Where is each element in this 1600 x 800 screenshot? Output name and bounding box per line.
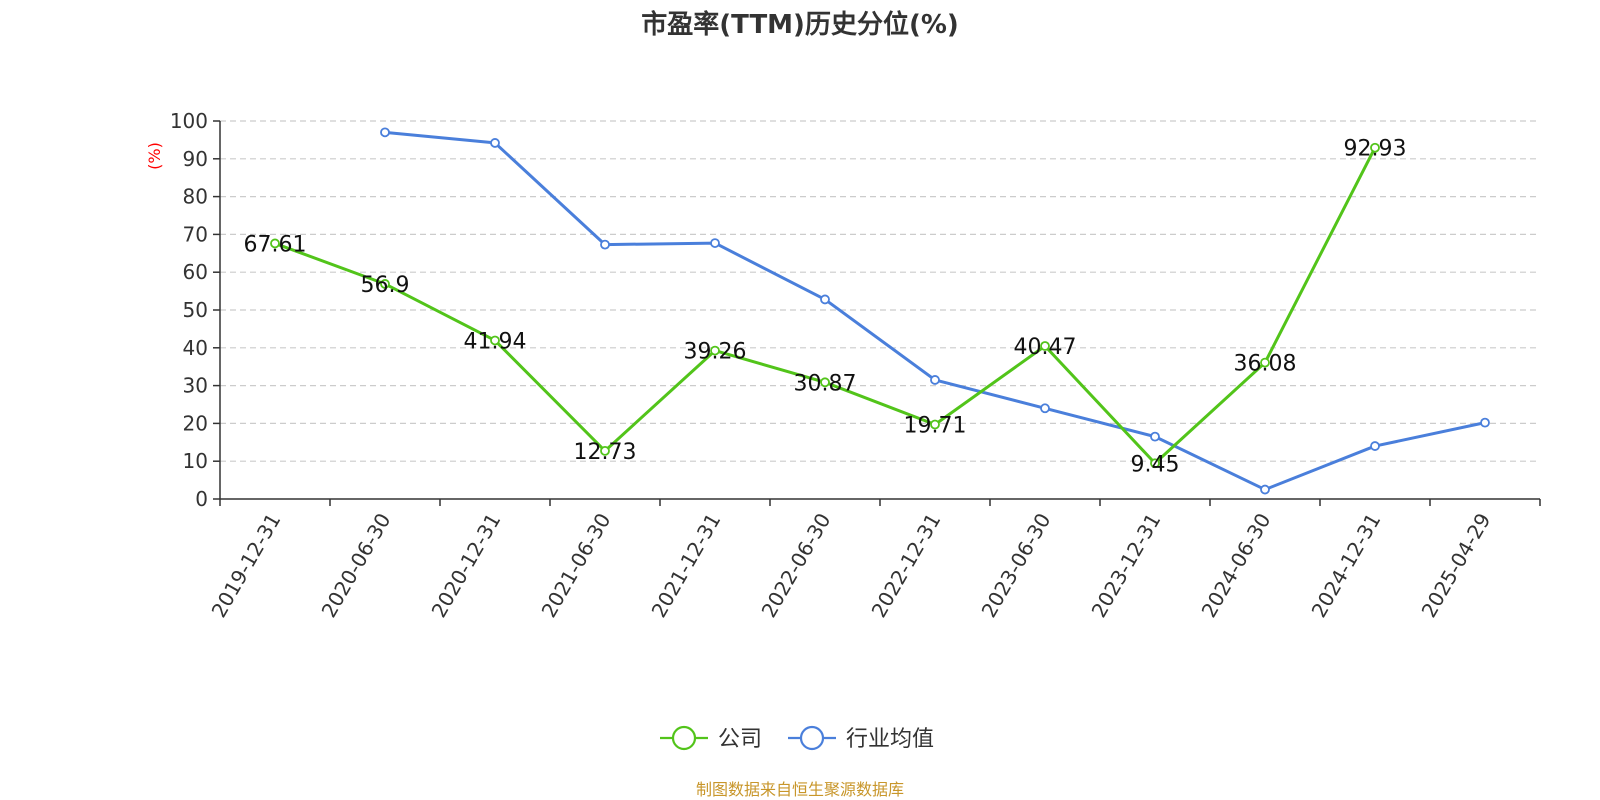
legend-label: 公司 <box>718 727 762 752</box>
data-label: 12.73 <box>574 440 637 465</box>
x-tick-label: 2022-06-30 <box>756 509 835 622</box>
legend-label: 行业均值 <box>846 727 934 752</box>
data-point[interactable] <box>930 419 940 430</box>
legend-item-1[interactable]: 行业均值 <box>788 725 934 752</box>
x-tick-label: 2022-12-31 <box>866 509 945 622</box>
y-tick-label: 100 <box>170 109 208 133</box>
data-point[interactable] <box>820 377 830 388</box>
series-line <box>274 147 1377 465</box>
x-tick-label: 2023-12-31 <box>1086 509 1165 622</box>
x-tick-label: 2025-04-29 <box>1416 509 1495 622</box>
y-axis-label: (%) <box>145 142 164 170</box>
x-tick-label: 2024-06-30 <box>1196 509 1275 622</box>
data-point[interactable] <box>1370 142 1380 153</box>
x-tick-label: 2021-12-31 <box>646 509 725 622</box>
legend-item-0[interactable]: 公司 <box>660 725 762 752</box>
data-point[interactable] <box>1260 484 1270 495</box>
data-label: 41.94 <box>464 329 527 354</box>
data-label: 92.93 <box>1344 137 1407 162</box>
grid-lines <box>220 120 1540 462</box>
data-point[interactable] <box>1150 458 1160 469</box>
data-label: 67.61 <box>244 232 307 257</box>
data-point[interactable] <box>1260 357 1270 368</box>
data-point[interactable] <box>600 239 610 250</box>
y-tick-label: 10 <box>183 449 208 473</box>
data-point[interactable] <box>380 127 390 138</box>
source-note: 制图数据来自恒生聚源数据库 <box>696 780 904 799</box>
data-point[interactable] <box>1150 431 1160 442</box>
data-label: 36.08 <box>1234 352 1297 377</box>
data-point[interactable] <box>1040 341 1050 351</box>
data-point[interactable] <box>820 294 830 305</box>
data-label: 9.45 <box>1131 452 1180 477</box>
data-point[interactable] <box>1370 441 1380 451</box>
data-labels: 67.61 56.9 41.94 12.73 39.26 30.87 19.71 40.47 9… <box>244 137 1407 478</box>
x-tick-label: 2023-06-30 <box>976 509 1055 622</box>
series-lines <box>270 127 1490 495</box>
data-label: 19.71 <box>904 413 967 438</box>
data-point[interactable] <box>270 238 280 249</box>
data-label: 56.9 <box>361 273 410 298</box>
data-point[interactable] <box>490 335 500 346</box>
y-tick-label: 0 <box>195 487 208 511</box>
data-point[interactable] <box>1040 403 1050 414</box>
series-0 <box>270 142 1380 469</box>
data-point[interactable] <box>710 345 720 356</box>
x-tick-label: 2020-06-30 <box>316 509 395 622</box>
y-tick-label: 30 <box>183 374 208 398</box>
y-tick-label: 60 <box>183 260 208 284</box>
y-tick-label: 50 <box>183 298 208 322</box>
y-tick-label: 20 <box>183 411 208 435</box>
y-tick-label: 70 <box>183 222 208 246</box>
x-tick-label: 2020-12-31 <box>426 509 505 622</box>
data-label: 39.26 <box>684 340 747 365</box>
series-1 <box>380 127 1490 495</box>
x-tick-label: 2019-12-31 <box>206 509 285 622</box>
data-point[interactable] <box>710 238 720 248</box>
y-tick-label: 90 <box>183 147 208 171</box>
legend-marker <box>799 725 825 751</box>
y-tick-label: 80 <box>183 185 208 209</box>
data-point[interactable] <box>600 445 610 456</box>
data-point[interactable] <box>490 138 500 148</box>
y-tick-label: 40 <box>183 336 208 360</box>
x-tick-label: 2024-12-31 <box>1306 509 1385 622</box>
data-point[interactable] <box>380 279 390 289</box>
x-tick-label: 2021-06-30 <box>536 509 615 622</box>
legend: 公司 行业均值 <box>660 725 934 752</box>
chart-title: 市盈率(TTM)历史分位(%) <box>641 9 959 40</box>
data-point[interactable] <box>930 375 940 385</box>
data-label: 40.47 <box>1014 335 1077 360</box>
data-point[interactable] <box>1480 417 1490 428</box>
legend-marker <box>671 725 697 751</box>
data-label: 30.87 <box>794 371 857 396</box>
axes: 0 10 20 30 40 50 60 70 80 90 100 2019-12-31 2020-06-… <box>170 109 1541 622</box>
